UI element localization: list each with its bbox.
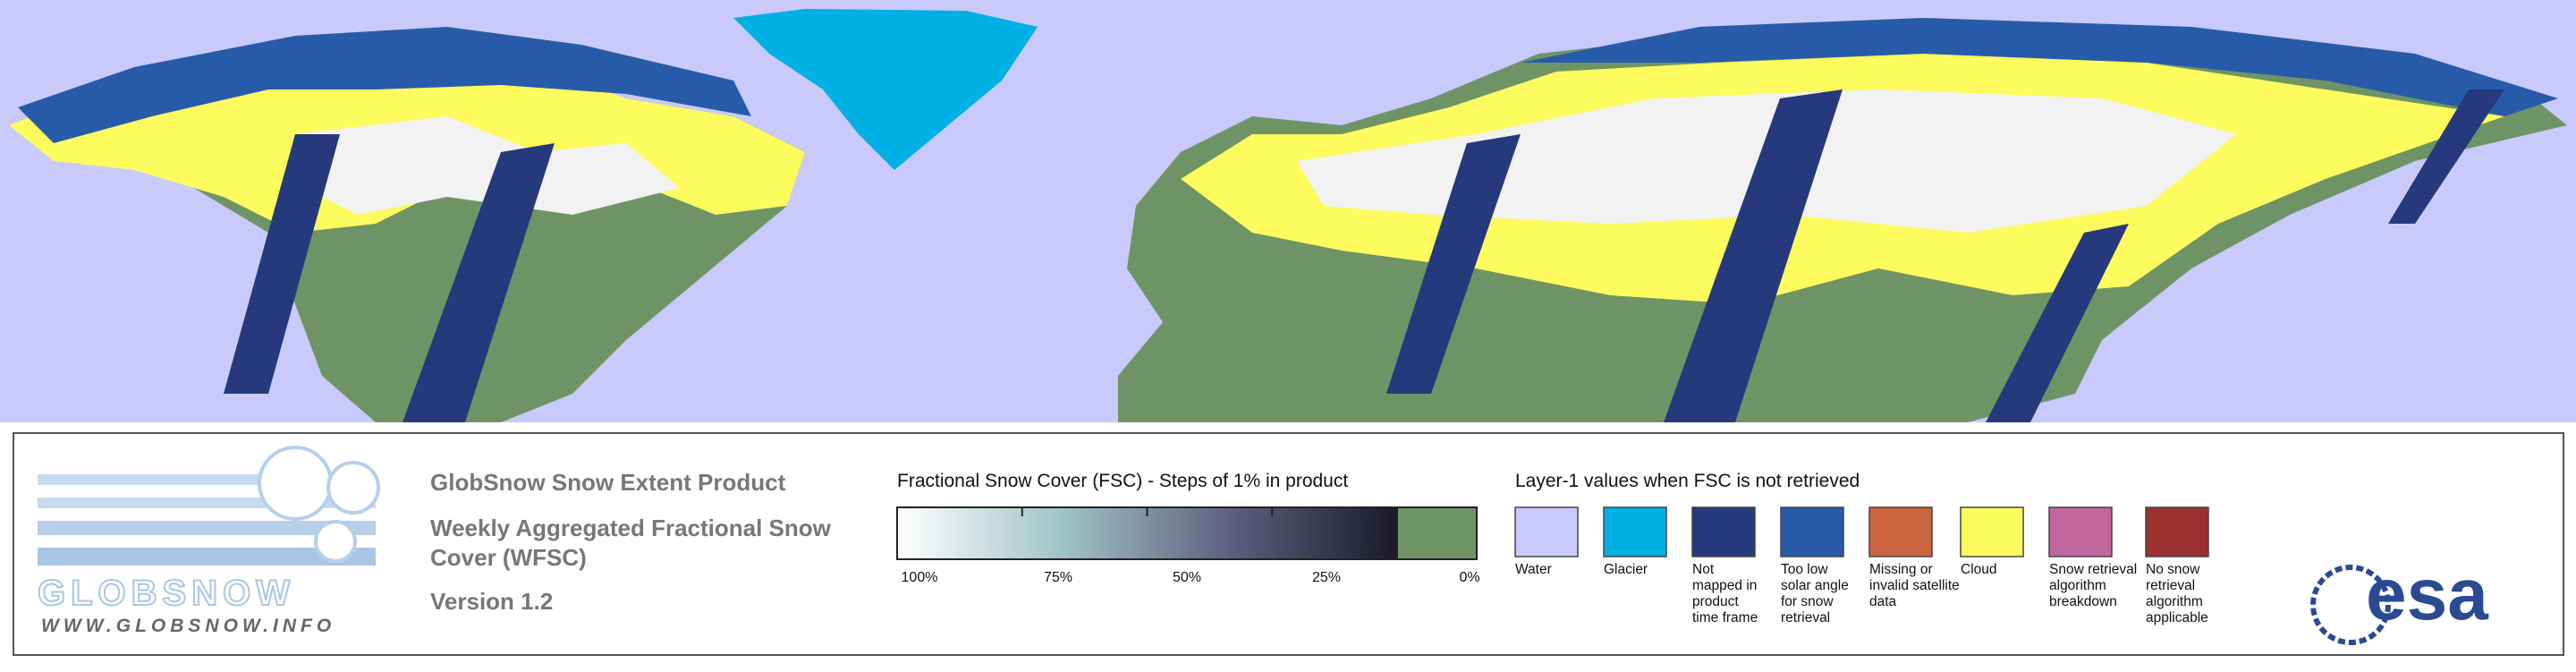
snowflake [314, 520, 357, 563]
logo-name: GLOBSNOW [38, 574, 295, 613]
layer-label: algorithm [2146, 594, 2203, 609]
layer-label: Missing or [1869, 562, 1933, 577]
product-version: Version 1.2 [430, 588, 553, 615]
product-subtitle: Cover (WFSC) [430, 544, 587, 571]
product-title: GlobSnow Snow Extent Product [430, 469, 786, 496]
fsc-tick-label: 0% [1459, 570, 1479, 585]
swath [1986, 224, 2129, 422]
layer-label: No snow [2146, 562, 2200, 577]
logo-stripe [38, 521, 376, 535]
fsc-tick-label: 75% [1044, 570, 1072, 585]
layer-label: Snow retrieval [2049, 562, 2137, 577]
logo-stripe [38, 548, 376, 566]
layer-swatch [1691, 506, 1756, 557]
greenland [733, 9, 1038, 170]
swath [402, 143, 555, 422]
layer-swatch [1514, 506, 1579, 557]
snowflake [326, 461, 380, 515]
swath [224, 134, 340, 394]
layer-label: mapped in [1692, 578, 1757, 593]
arctic-eurasia [1521, 18, 2558, 116]
layer-swatch [1780, 506, 1844, 557]
logo-url: WWW.GLOBSNOW.INFO [41, 616, 335, 636]
layer-label: Glacier [1604, 562, 1648, 577]
layer-label: breakdown [2049, 594, 2117, 609]
na-white [295, 116, 680, 215]
swath [1664, 89, 1843, 422]
layer-label: Not [1692, 562, 1715, 577]
swath [2388, 89, 2504, 224]
snowflake [258, 446, 333, 521]
layer-label: Cloud [1961, 562, 1997, 577]
layer-label: retrieval [2146, 578, 2195, 593]
layer-swatch [1603, 506, 1667, 557]
layer-label: Too low [1781, 562, 1828, 577]
layer-label: data [1869, 594, 1897, 609]
layer-swatch [2048, 506, 2113, 557]
fsc-zero [1396, 506, 1478, 560]
logo: GLOBSNOW WWW.GLOBSNOW.INFO [37, 446, 380, 636]
fsc-title: Fractional Snow Cover (FSC) - Steps of 1… [897, 471, 1348, 491]
layer-title: Layer-1 values when FSC is not retrieved [1515, 471, 1860, 491]
layer-label: retrieval [1781, 610, 1830, 625]
layer-label: invalid satellite [1869, 578, 1960, 593]
layer-label: algorithm [2049, 578, 2106, 593]
arctic-na [18, 27, 751, 143]
layer-swatch [2145, 506, 2209, 557]
layer-label: Water [1515, 562, 1552, 577]
fsc-tick-label: 100% [902, 570, 938, 585]
esa-emblem [2310, 565, 2391, 645]
layer-swatch [1868, 506, 1933, 557]
esa-logo: esa [2310, 554, 2489, 645]
layer-label: product [1692, 594, 1739, 609]
layer-label: time frame [1692, 610, 1758, 625]
swath [1386, 134, 1521, 394]
layer-swatch [1960, 506, 2024, 557]
esa-wordmark: esa [2366, 554, 2489, 635]
fsc-tick-label: 50% [1173, 570, 1201, 585]
layer-label: solar angle [1781, 578, 1849, 593]
map [0, 0, 2576, 422]
product-subtitle: Weekly Aggregated Fractional Snow [430, 515, 832, 541]
fsc-tick-label: 25% [1312, 570, 1341, 585]
layer-label: applicable [2146, 610, 2208, 625]
layer-label: for snow [1781, 594, 1834, 609]
